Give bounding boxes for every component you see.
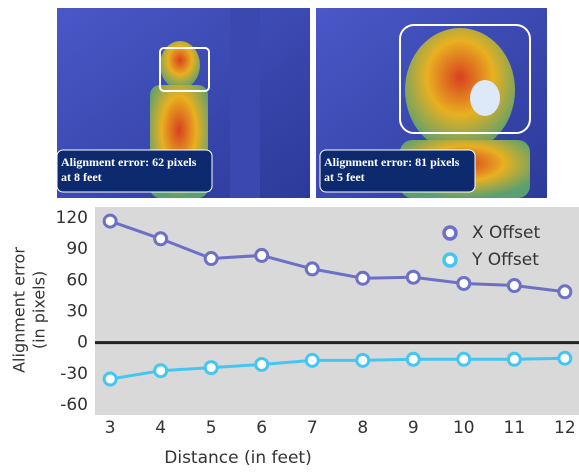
point — [357, 272, 369, 284]
point — [256, 358, 268, 370]
x-tick-label: 4 — [155, 418, 166, 438]
legend-marker — [444, 227, 456, 239]
legend-marker — [444, 254, 456, 266]
y-axis-title: Alignment error (in pixels) — [10, 247, 49, 373]
y-tick-label: 90 — [66, 239, 88, 259]
x-tick-label: 12 — [554, 418, 576, 438]
y-tick-label: -30 — [60, 364, 88, 384]
point — [205, 362, 217, 374]
x-tick-label: 7 — [307, 418, 318, 438]
x-tick-label: 5 — [206, 418, 217, 438]
point — [407, 353, 419, 365]
point — [559, 352, 571, 364]
y-tick-label: -60 — [60, 395, 88, 415]
point — [508, 280, 520, 292]
x-tick-label: 9 — [408, 418, 419, 438]
point — [256, 249, 268, 261]
point — [104, 215, 116, 227]
point — [458, 353, 470, 365]
y-axis-title-line: (in pixels) — [30, 271, 49, 349]
point — [104, 373, 116, 385]
x-tick-label: 10 — [453, 418, 475, 438]
caption: Alignment error: 62 pixels at 8 feet — [61, 152, 209, 185]
point — [155, 233, 167, 245]
point — [559, 286, 571, 298]
x-tick-label: 3 — [105, 418, 116, 438]
y-tick-label: 0 — [77, 333, 88, 353]
x-axis-title: Distance (in feet) — [164, 448, 311, 468]
x-tick-label: 8 — [357, 418, 368, 438]
point — [155, 365, 167, 377]
point — [357, 354, 369, 366]
point — [205, 253, 217, 265]
legend-label: Y Offset — [471, 250, 539, 270]
x-tick-label: 6 — [256, 418, 267, 438]
caption: Alignment error: 81 pixels at 5 feet — [324, 152, 472, 185]
image-left: Alignment error: 62 pixels at 8 feet — [57, 8, 310, 198]
y-tick-label: 30 — [66, 302, 88, 322]
y-tick-label: 60 — [66, 270, 88, 290]
point — [407, 271, 419, 283]
figure: Alignment error: 62 pixels at 8 feet Ali… — [0, 0, 579, 471]
point — [508, 353, 520, 365]
image-right: Alignment error: 81 pixels at 5 feet — [316, 8, 547, 198]
point — [306, 263, 318, 275]
point — [306, 354, 318, 366]
point — [458, 277, 470, 289]
y-tick-label: 120 — [56, 208, 88, 228]
y-axis-title-line: Alignment error — [10, 247, 29, 373]
x-tick-label: 11 — [504, 418, 526, 438]
legend-label: X Offset — [472, 223, 540, 243]
